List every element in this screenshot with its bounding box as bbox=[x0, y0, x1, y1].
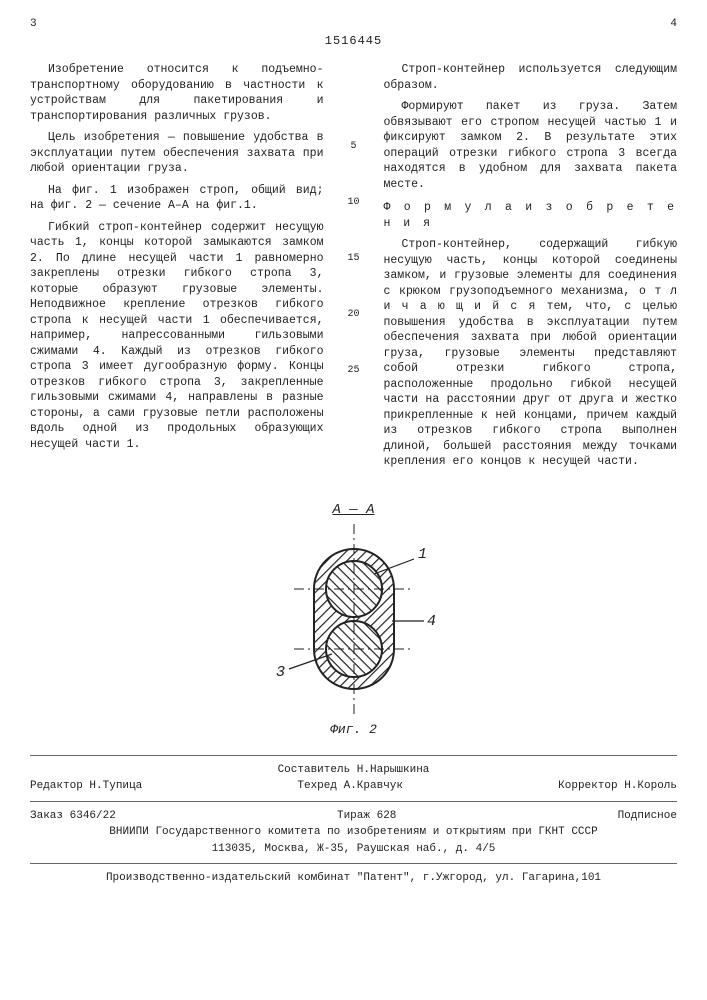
line-marker: 15 bbox=[347, 254, 359, 264]
page-number-left: 3 bbox=[30, 18, 37, 30]
editor-label: Редактор bbox=[30, 780, 83, 792]
figure-2: А — А bbox=[30, 502, 677, 737]
corrector-name: Н.Король bbox=[624, 780, 677, 792]
tirazh-value: 628 bbox=[377, 810, 397, 822]
line-marker: 25 bbox=[347, 366, 359, 376]
divider bbox=[30, 801, 677, 802]
para: Цель изобретения — повышение удобства в … bbox=[30, 130, 324, 177]
compiler-label: Составитель bbox=[278, 764, 351, 776]
right-column: Строп-контейнер используется следующим о… bbox=[384, 62, 678, 476]
formula-title: Ф о р м у л а и з о б р е т е н и я bbox=[384, 200, 678, 231]
left-column: Изобретение относится к подъемно-транспо… bbox=[30, 62, 324, 476]
divider bbox=[30, 755, 677, 756]
organization: ВНИИПИ Государственного комитета по изоб… bbox=[30, 824, 677, 841]
editor-name: Н.Тупица bbox=[89, 780, 142, 792]
divider bbox=[30, 863, 677, 864]
section-label: А — А bbox=[30, 502, 677, 518]
para: Строп-контейнер используется следующим о… bbox=[384, 62, 678, 93]
order-label: Заказ bbox=[30, 810, 63, 822]
figure-caption: Фиг. 2 bbox=[30, 722, 677, 737]
document-number: 1516445 bbox=[30, 34, 677, 48]
corrector-label: Корректор bbox=[558, 780, 617, 792]
compiler-name: Н.Нарышкина bbox=[357, 764, 430, 776]
page-number-right: 4 bbox=[670, 18, 677, 30]
credits-block: Составитель Н.Нарышкина Редактор Н.Тупиц… bbox=[30, 762, 677, 887]
cross-section-diagram: 1 4 3 bbox=[264, 524, 444, 714]
text-columns: Изобретение относится к подъемно-транспо… bbox=[30, 62, 677, 476]
techred-label: Техред bbox=[297, 780, 337, 792]
line-marker: 5 bbox=[350, 142, 356, 152]
para: Изобретение относится к подъемно-транспо… bbox=[30, 62, 324, 124]
para: Формируют пакет из груза. Затем обвязыва… bbox=[384, 99, 678, 192]
para: Гибкий строп-контейнер содержит несущую … bbox=[30, 220, 324, 453]
techred-name: А.Кравчук bbox=[344, 780, 403, 792]
callout-3: 3 bbox=[276, 664, 285, 681]
tirazh-label: Тираж bbox=[337, 810, 370, 822]
line-marker: 10 bbox=[347, 198, 359, 208]
printer-line: Производственно-издательский комбинат "П… bbox=[30, 870, 677, 887]
para: На фиг. 1 изображен строп, общий вид; на… bbox=[30, 183, 324, 214]
line-number-gutter: 5 10 15 20 25 bbox=[344, 62, 364, 476]
address: 113035, Москва, Ж-35, Раушская наб., д. … bbox=[30, 841, 677, 858]
callout-1: 1 bbox=[418, 546, 427, 563]
para: Строп-контейнер, содержащий гибкую несущ… bbox=[384, 237, 678, 470]
subscription: Подписное bbox=[618, 808, 677, 825]
order-number: 6346/22 bbox=[70, 810, 116, 822]
callout-4: 4 bbox=[427, 613, 436, 630]
line-marker: 20 bbox=[347, 310, 359, 320]
